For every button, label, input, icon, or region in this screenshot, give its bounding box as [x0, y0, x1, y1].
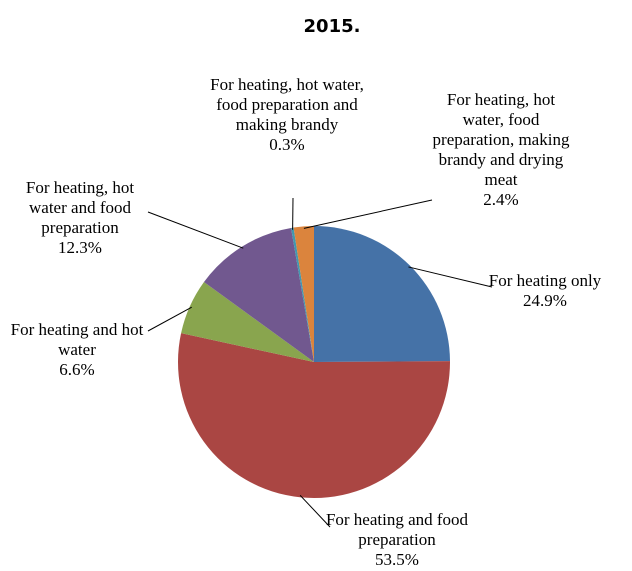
- pie-slice: [203, 227, 314, 362]
- category-label: For heating, hot water, food preparation…: [432, 90, 570, 189]
- leader-line: [147, 306, 192, 332]
- leader-line: [408, 266, 493, 288]
- value-label: 53.5%: [375, 550, 419, 569]
- slice-label: For heating and food preparation 53.5%: [322, 510, 472, 570]
- leader-line: [299, 494, 331, 528]
- category-label: For heating, hot water and food preparat…: [25, 178, 135, 237]
- pie-slice: [293, 226, 314, 362]
- slice-label: For heating, hot water, food preparation…: [426, 90, 576, 210]
- slice-label: For heating, hot water, food preparation…: [202, 75, 372, 155]
- pie-slice: [178, 333, 451, 498]
- category-label: For heating only: [488, 271, 602, 290]
- value-label: 24.9%: [523, 291, 567, 310]
- value-label: 2.4%: [483, 190, 519, 209]
- slice-label: For heating and hot water 6.6%: [3, 320, 151, 380]
- value-label: 12.3%: [58, 238, 102, 257]
- category-label: For heating, hot water, food preparation…: [210, 75, 364, 134]
- pie-slice: [314, 226, 450, 362]
- pie-slice: [181, 282, 314, 362]
- chart-title: 2015.: [304, 16, 361, 37]
- category-label: For heating and hot water: [10, 320, 144, 359]
- slice-label: For heating only 24.9%: [485, 271, 605, 311]
- category-label: For heating and food preparation: [325, 510, 469, 549]
- leader-line: [303, 199, 433, 229]
- slice-label: For heating, hot water and food preparat…: [8, 178, 153, 258]
- value-label: 0.3%: [269, 135, 305, 154]
- leader-line: [147, 211, 244, 249]
- value-label: 6.6%: [59, 360, 95, 379]
- pie-slice: [291, 227, 314, 362]
